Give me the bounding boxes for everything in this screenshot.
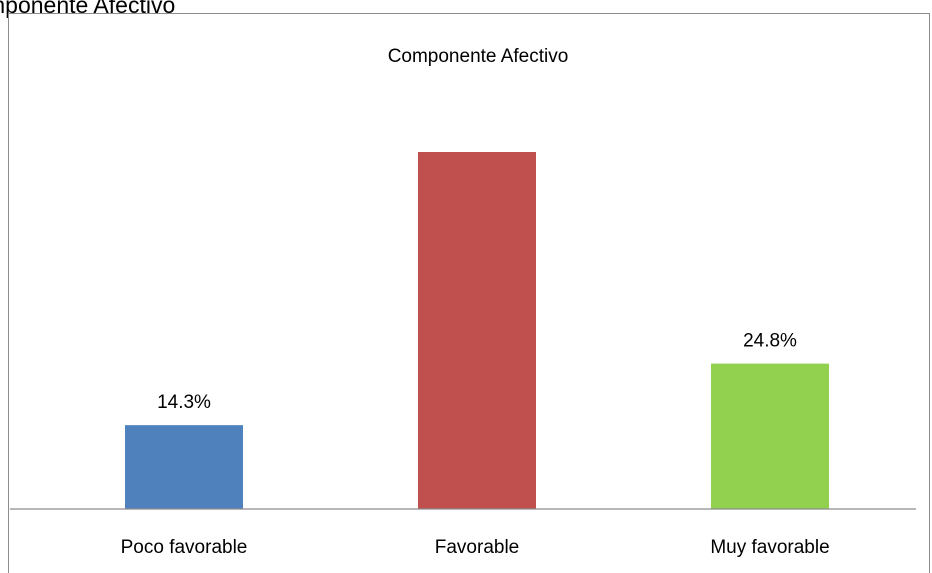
- category-label: Muy favorable: [710, 537, 829, 558]
- bar-favorable: [418, 152, 536, 509]
- data-label: 14.3%: [157, 392, 211, 413]
- data-labels-group: 14.3% 24.8%: [157, 331, 797, 414]
- bar-muy-favorable: [711, 363, 829, 509]
- bar-poco-favorable: [125, 425, 243, 509]
- data-label: 24.8%: [743, 331, 797, 352]
- chart-title: Componente Afectivo: [388, 46, 569, 67]
- bars-group: [125, 152, 829, 509]
- category-label: Favorable: [435, 537, 520, 558]
- category-labels-group: Poco favorable Favorable Muy favorable: [121, 537, 830, 558]
- chart-frame: [8, 13, 930, 573]
- category-label: Poco favorable: [121, 537, 248, 558]
